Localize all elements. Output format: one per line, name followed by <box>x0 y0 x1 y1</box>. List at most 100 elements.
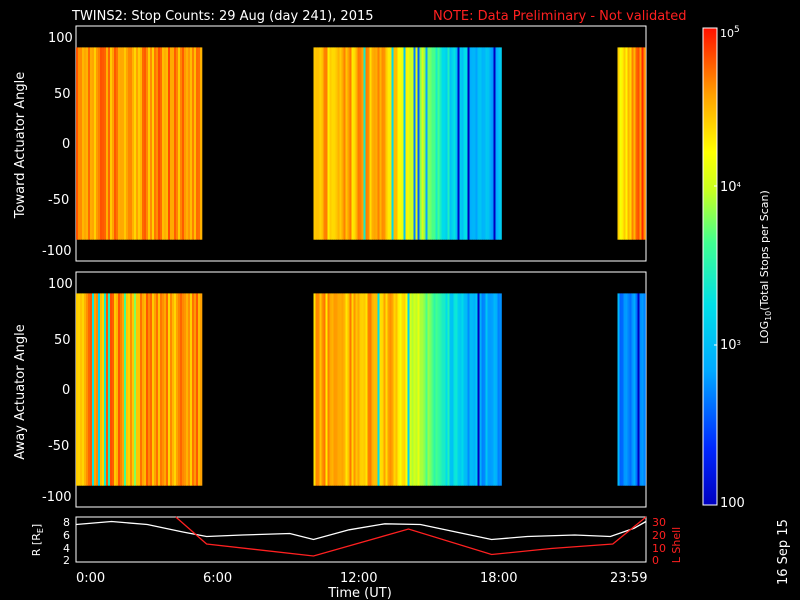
heatmap-strip <box>108 293 111 486</box>
heatmap-strip <box>186 47 189 240</box>
heatmap-strip <box>355 47 358 240</box>
heatmap-strip <box>323 293 326 486</box>
heatmap-strip <box>138 293 141 486</box>
heatmap-strip <box>353 47 356 240</box>
heatmap-strip <box>357 293 360 486</box>
heatmap-strip <box>425 293 428 486</box>
heatmap-strip <box>335 293 338 486</box>
xtick-0600: 6:00 <box>203 571 232 586</box>
orbit-right-ticks: 30 20 10 0 <box>652 516 666 567</box>
heatmap-strip <box>94 47 97 240</box>
heatmap-strip <box>391 293 394 486</box>
heatmap-strip <box>629 47 632 240</box>
heatmap-strip <box>417 47 420 240</box>
heatmap-strip <box>415 293 418 486</box>
heatmap-strip <box>637 47 640 240</box>
heatmap-strip <box>429 47 432 240</box>
heatmap-strip <box>140 47 143 240</box>
heatmap-strip <box>343 47 346 240</box>
heatmap-strip <box>455 293 458 486</box>
heatmap-strip <box>96 293 99 486</box>
heatmap-strip <box>367 293 370 486</box>
heatmap-strip <box>136 47 139 240</box>
heatmap-strip <box>371 47 374 240</box>
x-axis-label: Time (UT) <box>327 586 392 600</box>
heatmap-strip <box>112 47 115 240</box>
heatmap-strip <box>411 47 414 240</box>
heatmap-strip <box>176 47 179 240</box>
heatmap-strip <box>122 293 125 486</box>
heatmap-strip <box>623 293 626 486</box>
away-panel: 100 50 0 -50 -100 Away Actuator Angle <box>13 271 647 508</box>
heatmap-strip <box>431 293 434 486</box>
heatmap-strip <box>132 47 135 240</box>
heatmap-strip <box>409 293 412 486</box>
heatmap-strip <box>82 293 85 486</box>
heatmap-strip <box>86 47 89 240</box>
heatmap-strip <box>88 47 91 240</box>
heatmap-strip <box>479 293 482 486</box>
heatmap-strip <box>152 293 155 486</box>
time-x-ticks: 0:00 6:00 12:00 18:00 23:59 <box>76 571 647 586</box>
toward-panel: 100 50 0 -50 -100 Toward Actuator Angle <box>13 25 647 262</box>
heatmap-strip <box>407 293 410 486</box>
heatmap-strip <box>132 293 135 486</box>
heatmap-strip <box>401 293 404 486</box>
heatmap-strip <box>405 47 408 240</box>
heatmap-strip <box>445 47 448 240</box>
heatmap-strip <box>387 293 390 486</box>
heatmap-strip <box>351 47 354 240</box>
heatmap-strip <box>118 47 121 240</box>
heatmap-strip <box>363 47 366 240</box>
heatmap-strip <box>499 293 502 486</box>
heatmap-strip <box>471 293 474 486</box>
heatmap-strip <box>164 47 167 240</box>
heatmap-strip <box>453 293 456 486</box>
heatmap-strip <box>142 47 145 240</box>
heatmap-strip <box>481 47 484 240</box>
heatmap-strip <box>415 47 418 240</box>
heatmap-strip <box>393 47 396 240</box>
heatmap-strip <box>353 293 356 486</box>
heatmap-strip <box>483 293 486 486</box>
heatmap-strip <box>172 293 175 486</box>
heatmap-strip <box>447 293 450 486</box>
cbtick-100: 100 <box>720 496 745 511</box>
heatmap-strip <box>497 293 500 486</box>
heatmap-strip <box>160 293 163 486</box>
toward-ytick-neg100: -100 <box>42 244 72 259</box>
heatmap-strip <box>154 47 157 240</box>
heatmap-strip <box>461 293 464 486</box>
heatmap-strip <box>369 293 372 486</box>
away-y-ticks: 100 50 0 -50 -100 <box>42 277 73 505</box>
cbtick-1e5: 105 <box>720 25 740 40</box>
heatmap-strip <box>166 293 169 486</box>
heatmap-strip <box>457 47 460 240</box>
heatmap-strip <box>633 47 636 240</box>
heatmap-strip <box>134 47 137 240</box>
heatmap-strip <box>184 293 187 486</box>
heatmap-strip <box>435 293 438 486</box>
heatmap-strip <box>124 47 127 240</box>
away-ytick-50: 50 <box>54 333 71 348</box>
heatmap-strip <box>449 293 452 486</box>
heatmap-strip <box>389 47 392 240</box>
heatmap-strip <box>168 47 171 240</box>
heatmap-strip <box>621 293 624 486</box>
heatmap-strip <box>473 293 476 486</box>
heatmap-strip <box>487 293 490 486</box>
heatmap-strip <box>190 293 193 486</box>
heatmap-strip <box>377 47 380 240</box>
heatmap-strip <box>441 47 444 240</box>
heatmap-strip <box>381 47 384 240</box>
heatmap-strip <box>156 293 159 486</box>
heatmap-strip <box>393 293 396 486</box>
heatmap-strip <box>387 47 390 240</box>
heatmap-strip <box>188 47 191 240</box>
heatmap-strip <box>367 47 370 240</box>
colorbar-scale <box>702 27 718 506</box>
xtick-0000: 0:00 <box>76 571 105 586</box>
heatmap-strip <box>423 293 426 486</box>
heatmap-strip <box>409 47 412 240</box>
away-ytick-neg100: -100 <box>42 490 72 505</box>
